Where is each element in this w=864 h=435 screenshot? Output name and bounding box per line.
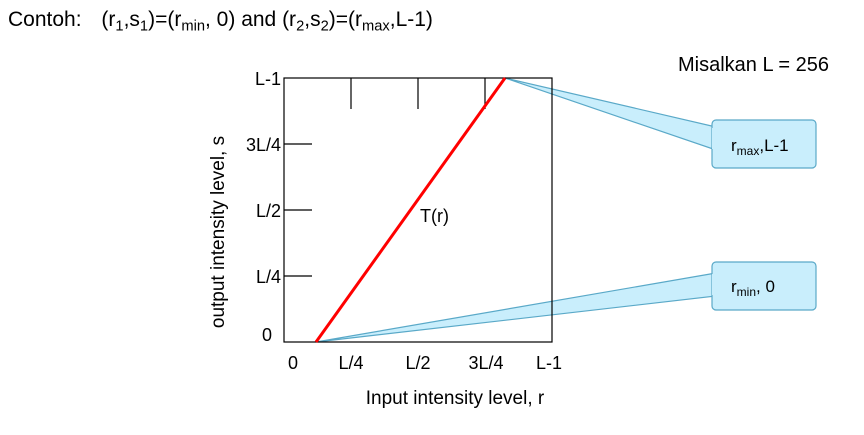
x-tick-label: L-1 — [536, 353, 562, 373]
callout-bottom-tail — [315, 272, 717, 343]
heading-label: Contoh: — [8, 8, 82, 31]
y-axis-title: output intensity level, s — [208, 136, 229, 328]
plot-frame — [283, 77, 553, 343]
x-tick-label: 3L/4 — [468, 353, 503, 373]
callout-top-tail — [504, 77, 717, 151]
transformation-line — [314, 77, 507, 343]
x-tick-label: L/2 — [405, 353, 430, 373]
x-tick-label: 0 — [288, 353, 298, 373]
y-tick-label: L/2 — [256, 201, 281, 221]
y-tick-label: 0 — [262, 325, 272, 345]
note-text: Misalkan L = 256 — [678, 54, 830, 76]
y-tick-label: 3L/4 — [246, 135, 281, 155]
y-tick-label: L/4 — [256, 267, 281, 287]
callout-bottom-text: rmin, 0 — [731, 277, 775, 299]
x-tick-label: L/4 — [338, 353, 363, 373]
heading-equation: (r1,s1)=(rmin, 0) and (r2,s2)=(rmax,L-1) — [101, 8, 433, 35]
page-heading: Contoh: (r1,s1)=(rmin, 0) and (r2,s2)=(r… — [8, 8, 433, 35]
x-axis-title: Input intensity level, r — [366, 388, 545, 409]
callout-top-text: rmax,L-1 — [731, 136, 789, 158]
y-tick-label: L-1 — [255, 69, 281, 89]
curve-label: T(r) — [420, 206, 449, 226]
